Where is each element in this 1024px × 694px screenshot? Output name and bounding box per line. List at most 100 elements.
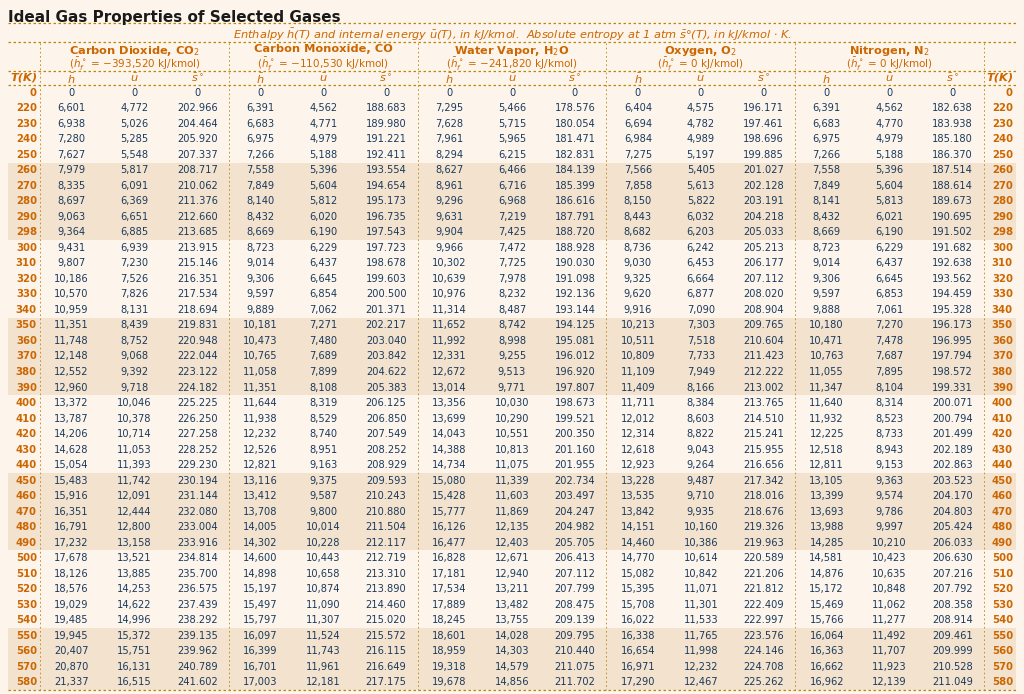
Bar: [8, 348, 1016, 364]
Text: 18,601: 18,601: [432, 631, 466, 641]
Text: 216.649: 216.649: [366, 662, 407, 672]
Text: 13,699: 13,699: [432, 414, 466, 423]
Text: 470: 470: [992, 507, 1013, 516]
Text: 490: 490: [16, 538, 37, 548]
Text: 5,026: 5,026: [121, 119, 148, 129]
Text: 15,797: 15,797: [243, 615, 278, 625]
Text: 6,020: 6,020: [309, 212, 337, 222]
Text: 11,932: 11,932: [809, 414, 844, 423]
Text: 214.460: 214.460: [366, 600, 407, 610]
Text: 19,945: 19,945: [54, 631, 89, 641]
Text: 13,787: 13,787: [54, 414, 89, 423]
Text: 6,716: 6,716: [498, 181, 526, 191]
Text: 187.791: 187.791: [554, 212, 595, 222]
Text: 12,403: 12,403: [495, 538, 529, 548]
Text: 8,432: 8,432: [813, 212, 841, 222]
Text: $\bar{s}$$^\circ$: $\bar{s}$$^\circ$: [946, 72, 959, 84]
Text: 16,363: 16,363: [809, 646, 844, 657]
Text: 13,708: 13,708: [243, 507, 278, 516]
Text: 6,453: 6,453: [687, 258, 715, 269]
Text: 11,307: 11,307: [306, 615, 341, 625]
Text: 10,976: 10,976: [432, 289, 466, 299]
Bar: [8, 489, 1016, 504]
Text: 186.616: 186.616: [554, 196, 595, 206]
Text: 12,518: 12,518: [809, 445, 844, 455]
Text: 206.850: 206.850: [366, 414, 407, 423]
Text: 11,748: 11,748: [54, 336, 89, 346]
Text: 8,736: 8,736: [624, 243, 652, 253]
Text: 11,055: 11,055: [809, 367, 844, 377]
Text: 204.247: 204.247: [555, 507, 595, 516]
Text: 8,733: 8,733: [876, 429, 903, 439]
Text: 10,809: 10,809: [621, 351, 655, 362]
Text: 14,581: 14,581: [809, 553, 844, 563]
Text: 14,151: 14,151: [621, 522, 655, 532]
Text: 190.030: 190.030: [555, 258, 595, 269]
Text: 8,104: 8,104: [876, 382, 904, 393]
Text: 11,961: 11,961: [306, 662, 341, 672]
Text: 205.705: 205.705: [555, 538, 595, 548]
Bar: [8, 318, 1016, 333]
Text: 188.683: 188.683: [366, 103, 407, 113]
Text: 15,395: 15,395: [621, 584, 655, 594]
Text: 360: 360: [16, 336, 37, 346]
Text: 14,206: 14,206: [54, 429, 89, 439]
Text: 215.955: 215.955: [743, 445, 784, 455]
Text: 19,485: 19,485: [54, 615, 89, 625]
Text: 12,331: 12,331: [432, 351, 466, 362]
Text: 12,467: 12,467: [684, 677, 718, 687]
Text: 13,755: 13,755: [495, 615, 529, 625]
Text: 13,014: 13,014: [432, 382, 466, 393]
Text: 207.549: 207.549: [366, 429, 407, 439]
Text: 230.194: 230.194: [177, 475, 218, 486]
Text: 6,651: 6,651: [120, 212, 148, 222]
Text: 4,562: 4,562: [876, 103, 903, 113]
Text: 206.125: 206.125: [366, 398, 407, 408]
Text: 193.562: 193.562: [932, 274, 973, 284]
Text: 6,975: 6,975: [813, 135, 841, 144]
Bar: [8, 643, 1016, 659]
Text: 320: 320: [16, 274, 37, 284]
Text: 520: 520: [16, 584, 37, 594]
Text: 13,885: 13,885: [117, 568, 152, 579]
Text: 205.424: 205.424: [932, 522, 973, 532]
Text: Oxygen, O$_2$: Oxygen, O$_2$: [665, 44, 737, 58]
Text: 260: 260: [992, 165, 1013, 176]
Bar: [8, 380, 1016, 396]
Text: 7,627: 7,627: [57, 150, 86, 160]
Text: 211.423: 211.423: [743, 351, 784, 362]
Text: 10,302: 10,302: [432, 258, 466, 269]
Text: $\bar{u}$: $\bar{u}$: [508, 72, 516, 84]
Text: 10,210: 10,210: [872, 538, 907, 548]
Text: 205.213: 205.213: [743, 243, 784, 253]
Text: 6,645: 6,645: [309, 274, 337, 284]
Text: 212.222: 212.222: [743, 367, 784, 377]
Text: 260: 260: [16, 165, 37, 176]
Text: 191.221: 191.221: [366, 135, 407, 144]
Text: 194.459: 194.459: [932, 289, 973, 299]
Text: 221.812: 221.812: [743, 584, 784, 594]
Text: 340: 340: [992, 305, 1013, 315]
Text: Carbon Monoxide, CO: Carbon Monoxide, CO: [254, 44, 392, 54]
Text: 7,271: 7,271: [309, 321, 337, 330]
Text: 16,477: 16,477: [432, 538, 466, 548]
Text: 14,460: 14,460: [621, 538, 655, 548]
Text: 210.880: 210.880: [366, 507, 407, 516]
Text: 208.475: 208.475: [555, 600, 595, 610]
Text: 203.191: 203.191: [743, 196, 784, 206]
Text: 0: 0: [697, 87, 703, 98]
Text: 9,997: 9,997: [876, 522, 903, 532]
Text: 209.999: 209.999: [932, 646, 973, 657]
Text: 14,005: 14,005: [243, 522, 278, 532]
Bar: [8, 85, 1016, 101]
Text: 510: 510: [15, 568, 37, 579]
Text: 7,826: 7,826: [121, 289, 148, 299]
Text: 10,186: 10,186: [54, 274, 89, 284]
Text: T(K): T(K): [10, 72, 38, 82]
Text: 350: 350: [992, 321, 1013, 330]
Text: 580: 580: [15, 677, 37, 687]
Text: 13,693: 13,693: [809, 507, 844, 516]
Text: 10,765: 10,765: [243, 351, 278, 362]
Bar: [8, 132, 1016, 147]
Text: 280: 280: [16, 196, 37, 206]
